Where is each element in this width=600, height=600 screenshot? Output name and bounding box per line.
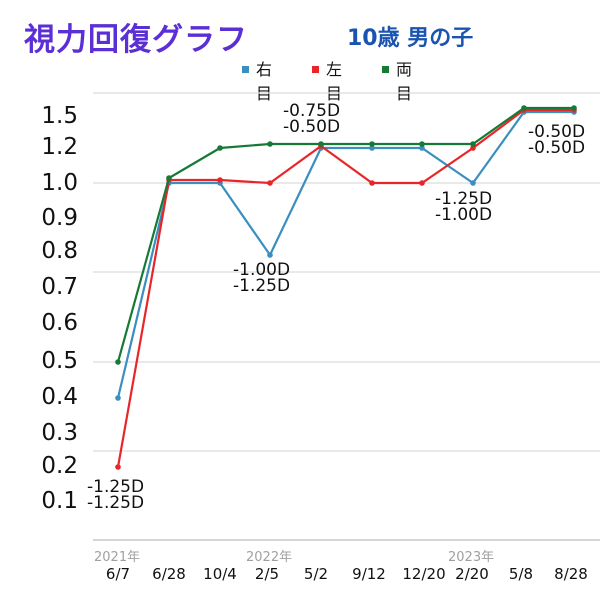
legend-swatch-left-icon	[312, 66, 319, 73]
y-tick: 0.5	[41, 348, 78, 374]
legend: 右目 左目 両目	[0, 58, 600, 108]
y-tick: 0.6	[41, 310, 78, 336]
x-tick: 5/2	[303, 565, 329, 583]
x-tick: 2/20	[455, 565, 489, 583]
y-tick: 0.4	[41, 384, 78, 410]
y-tick: 0.7	[41, 274, 78, 300]
series-both-eyes	[115, 105, 577, 365]
x-tick: 2/5	[254, 565, 280, 583]
annotation-2-20: -1.25D -1.00D	[435, 189, 493, 225]
legend-swatch-both-icon	[382, 66, 389, 73]
x-tick: 12/20	[402, 565, 446, 583]
y-tick: 1.2	[41, 134, 78, 160]
x-year-label: 2023年	[448, 550, 495, 565]
gridlines	[93, 92, 600, 452]
annotation-5-2: -0.75D -0.50D	[283, 101, 341, 137]
x-tick: 10/4	[203, 565, 237, 583]
x-tick: 6/7	[105, 565, 131, 583]
x-tick: 9/12	[352, 565, 386, 583]
y-tick: 0.2	[41, 453, 78, 479]
x-tick: 5/8	[508, 565, 534, 583]
annotation-2-5: -1.00D -1.25D	[233, 260, 291, 296]
y-tick: 1.0	[41, 170, 78, 196]
y-tick: 0.8	[41, 238, 78, 264]
series-right-eye	[115, 109, 577, 401]
chart-title: 視力回復グラフ	[24, 22, 248, 58]
x-tick: 6/28	[152, 565, 186, 583]
y-tick: 0.1	[41, 488, 78, 514]
x-tick: 8/28	[554, 565, 588, 583]
y-tick: 1.5	[41, 103, 78, 129]
legend-swatch-right-icon	[242, 66, 249, 73]
annotation-8-28: -0.50D -0.50D	[528, 122, 586, 158]
annotation-6-7: -1.25D -1.25D	[87, 477, 145, 513]
x-year-label: 2021年	[94, 550, 141, 565]
chart-subtitle: 10歳 男の子	[347, 26, 474, 51]
y-tick: 0.9	[41, 205, 78, 231]
series-left-eye	[115, 107, 577, 470]
x-year-label: 2022年	[246, 550, 293, 565]
y-tick: 0.3	[41, 420, 78, 446]
